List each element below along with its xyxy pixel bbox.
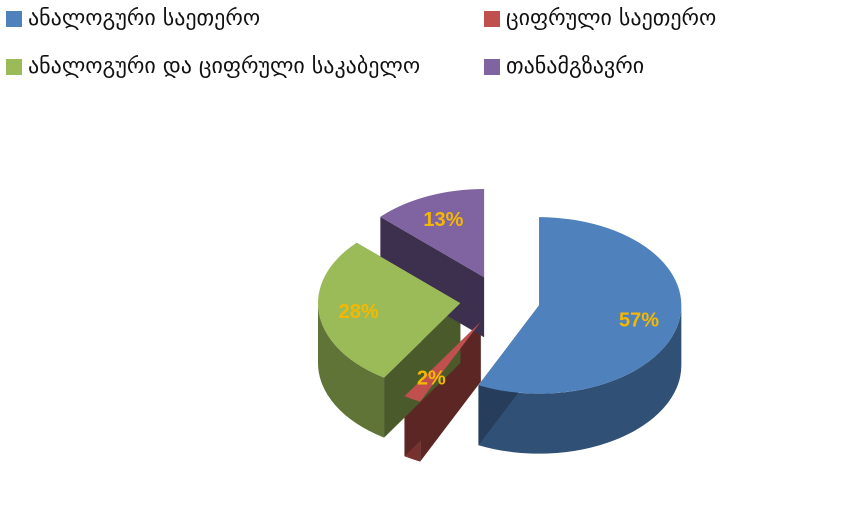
legend-label-cable: ანალოგური და ციფრული საკაბელო: [28, 54, 421, 79]
legend-item-analog-terrestrial: ანალოგური საეთერო: [6, 6, 260, 31]
legend-swatch-cable: [6, 58, 22, 75]
legend-item-cable: ანალოგური და ციფრული საკაბელო: [6, 54, 420, 79]
legend-label-satellite: თანამგზავრი: [506, 54, 645, 79]
pie-slice-wall-cable: [318, 303, 385, 438]
legend-swatch-analog-terrestrial: [6, 10, 22, 27]
pie-slice-digital-terrestrial: [404, 321, 481, 402]
legend-label-analog-terrestrial: ანალოგური საეთერო: [28, 6, 261, 31]
legend-item-satellite: თანამგზავრი: [484, 54, 644, 79]
pie-data-label-analog-terrestrial: 57%: [619, 309, 659, 331]
pie-data-label-digital-terrestrial: 2%: [417, 367, 446, 389]
pie-slice-analog-terrestrial: [478, 217, 682, 394]
legend-item-digital-terrestrial: ციფრული საეთერო: [484, 6, 716, 31]
pie-data-labels: 57% 2% 28% 13%: [339, 209, 660, 389]
pie-slice-cut-digital-terrestrial-1: [404, 321, 481, 457]
pie-slice-satellite: [380, 189, 485, 278]
legend-swatch-satellite: [484, 58, 500, 75]
pie-slice-cut-satellite-0: [380, 216, 485, 338]
pie-slice-cable: [318, 242, 461, 378]
pie-data-label-cable: 28%: [339, 301, 379, 323]
legend-label-digital-terrestrial: ციფრული საეთერო: [506, 6, 717, 31]
pie-data-label-satellite: 13%: [423, 209, 463, 231]
pie-slice-tops: [318, 189, 682, 402]
legend-swatch-digital-terrestrial: [484, 10, 500, 27]
chart-legend: ანალოგური საეთერო ციფრული საეთერო ანალოგ…: [0, 0, 866, 100]
pie-slice-wall-analog-terrestrial: [478, 305, 682, 454]
